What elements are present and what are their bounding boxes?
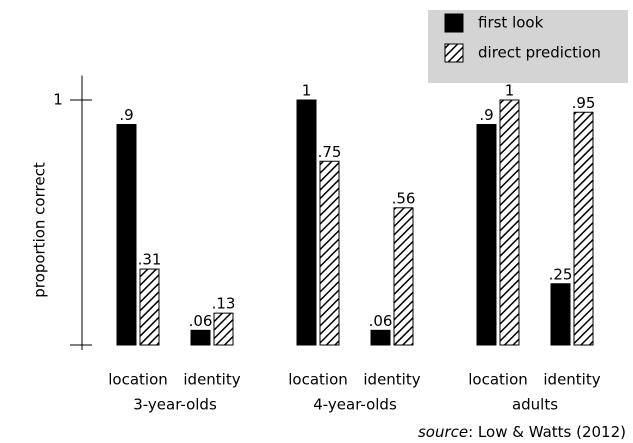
value-label: .75 xyxy=(318,143,342,161)
bar xyxy=(550,283,571,346)
value-label: .06 xyxy=(369,312,393,330)
value-label: .56 xyxy=(392,189,416,207)
bar xyxy=(190,329,211,346)
value-label: .25 xyxy=(549,265,573,283)
bar xyxy=(319,160,340,346)
x-tick-label: location xyxy=(288,371,348,389)
bar xyxy=(213,312,234,346)
value-label: .9 xyxy=(119,106,133,124)
value-label: .31 xyxy=(138,251,162,269)
bar xyxy=(499,99,520,346)
value-label: 1 xyxy=(505,82,515,100)
bar xyxy=(139,268,160,346)
y-tick-label: 1 xyxy=(53,91,63,109)
value-label: .13 xyxy=(212,295,236,313)
x-tick-label: location xyxy=(108,371,168,389)
x-tick-label: identity xyxy=(363,371,420,389)
value-label: .9 xyxy=(479,106,493,124)
bar xyxy=(573,111,594,346)
legend-label: direct prediction xyxy=(478,44,601,62)
bar xyxy=(393,207,414,346)
value-label: 1 xyxy=(302,82,312,100)
source-label: source xyxy=(418,423,468,441)
value-label: .06 xyxy=(189,312,213,330)
legend-swatch xyxy=(444,43,464,63)
group-label: 3-year-olds xyxy=(133,396,217,414)
source-text: : Low & Watts (2012) xyxy=(468,423,626,441)
group-label: 4-year-olds xyxy=(313,396,397,414)
x-tick-label: location xyxy=(468,371,528,389)
source: source: Low & Watts (2012) xyxy=(418,423,626,441)
x-tick-label: identity xyxy=(543,371,600,389)
y-axis-label: proportion correct xyxy=(31,162,49,298)
group-label: adults xyxy=(512,396,558,414)
x-tick-label: identity xyxy=(183,371,240,389)
bar xyxy=(296,99,317,346)
legend-label: first look xyxy=(478,14,544,32)
value-label: .95 xyxy=(572,94,596,112)
bar xyxy=(476,124,497,346)
bar xyxy=(116,124,137,346)
legend-swatch xyxy=(444,13,464,33)
bar xyxy=(370,329,391,346)
